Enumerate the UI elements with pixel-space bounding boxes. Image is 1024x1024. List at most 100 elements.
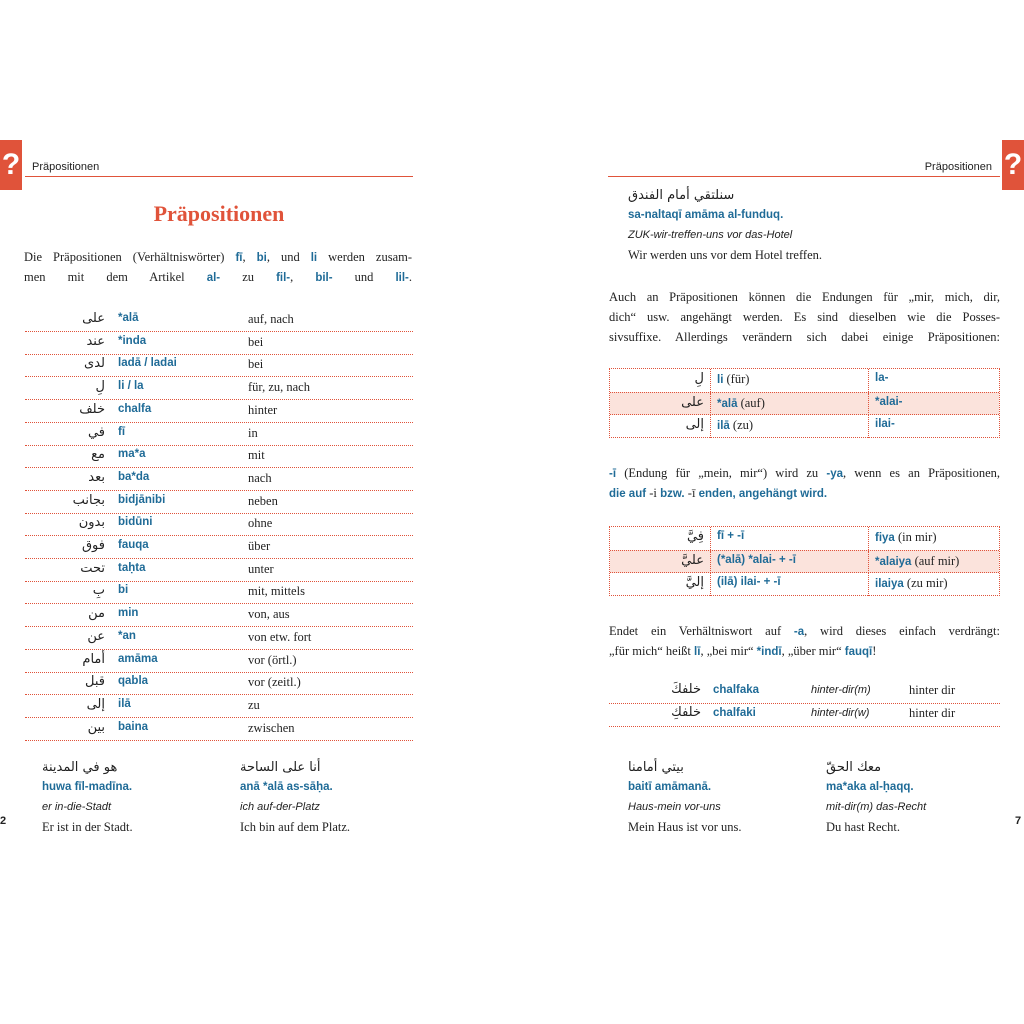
text-segment: .: [408, 270, 413, 284]
gloss: hinter-dir(m): [811, 684, 871, 696]
arabic: إليَّ: [685, 575, 704, 591]
arabic: مع: [91, 447, 105, 463]
cell-part: *alaiya: [875, 555, 912, 568]
german: über: [248, 539, 271, 553]
cell-part: (in mir): [894, 530, 937, 544]
translit: fī: [118, 425, 126, 438]
cell-part: fiya: [875, 532, 895, 544]
table: لِ li (für) la- على *alā (auf) *alai- إلى ilā (…: [609, 368, 1000, 439]
col-sep: [710, 369, 711, 392]
translit: sa-naltaqī amāma al-funduq.: [628, 209, 784, 221]
translit: chalfaka: [713, 684, 760, 696]
translit: chalfaki: [713, 707, 756, 719]
text-segment: ,: [290, 270, 316, 284]
arabic: فوق: [81, 538, 105, 553]
arabic: على: [681, 394, 704, 410]
table-row: خلفكَ chalfaka hinter-dir(m) hinter dir: [609, 681, 1000, 704]
arabic: أمام: [82, 651, 105, 667]
cell-part: *alā: [717, 397, 738, 410]
cell: *alā (auf): [717, 396, 765, 411]
translit: taḥta: [118, 561, 146, 574]
table-row: خلف chalfa hinter: [25, 400, 413, 423]
text-line: Die Präpositionen (Verhältniswörter) fī,…: [24, 250, 412, 265]
arabic: تحت: [80, 560, 105, 576]
text-segment: men mit dem Artikel: [24, 270, 207, 284]
text-segment: lil-: [395, 272, 409, 284]
table-row: على *alā auf, nach: [25, 309, 413, 332]
translation: Er ist in der Stadt.: [42, 820, 133, 834]
text-line: die auf -i bzw. -ī enden, angehängt wird…: [609, 486, 827, 501]
arabic: سنلتقي أمام الفندق: [628, 188, 735, 203]
text-segment: die auf: [609, 488, 650, 500]
text-segment: bi: [256, 252, 267, 264]
table-row: على *alā (auf) *alai-: [610, 391, 999, 416]
text-segment: -a: [793, 626, 805, 638]
table-row: إلى ilā zu: [25, 695, 413, 718]
col-sep: [868, 392, 869, 416]
text-segment: li: [310, 252, 318, 264]
text-segment: fil-: [276, 272, 291, 284]
col-sep: [710, 415, 711, 439]
table-row: عند *inda bei: [25, 332, 413, 355]
arabic: معك الحقّ: [826, 760, 882, 775]
text-segment: , „über mir“: [781, 644, 845, 658]
arabic: إلى: [685, 417, 704, 433]
arabic: بدون: [78, 515, 105, 531]
text-segment: fī: [235, 252, 243, 264]
col-sep: [868, 573, 869, 597]
arabic: لدى: [84, 356, 105, 372]
text-segment: lī: [694, 646, 701, 658]
text-line: men mit dem Artikel al- zu fil-, bil- un…: [24, 270, 412, 285]
translit: ma*aka al-ḥaqq.: [826, 781, 914, 793]
cell: fiya (in mir): [875, 530, 937, 545]
german: vor (örtl.): [248, 652, 297, 667]
german: zu: [248, 697, 260, 712]
text-line: Auch an Präpositionen können die Endunge…: [609, 290, 1000, 304]
table-row: بين baina zwischen: [25, 718, 413, 741]
header: Präpositionen: [924, 161, 992, 173]
text-segment: , „bei mir“: [700, 644, 757, 658]
translit: bidjānibi: [118, 493, 166, 506]
cell-part: (zu): [729, 418, 754, 433]
arabic: من: [88, 606, 105, 622]
col-sep: [868, 550, 869, 574]
gloss: ich auf-der-Platz: [240, 801, 320, 813]
cell: (*alā) *alai- + -ī: [717, 553, 796, 566]
arabic: عليَّ: [681, 552, 704, 568]
german: zwischen: [248, 720, 295, 735]
arabic: بيتي أمامنا: [628, 760, 684, 775]
arabic: إلى: [86, 696, 105, 712]
table-row: بجانب bidjānibi neben: [25, 491, 413, 514]
arabic: خلفكِ: [671, 705, 701, 720]
arabic: في: [87, 424, 105, 440]
german: für, zu, nach: [248, 380, 310, 395]
translit: huwa fīl-madīna.: [42, 781, 133, 793]
table-row: خلفكِ chalfaki hinter-dir(w) hinter dir: [609, 704, 1000, 727]
german: mit: [248, 448, 265, 463]
gloss: ZUK-wir-treffen-uns vor das-Hotel: [628, 229, 793, 241]
col-sep: [868, 369, 869, 392]
cell: li (für): [717, 372, 749, 387]
text-segment: , wird dieses einfach verdrängt:: [804, 624, 1001, 638]
arabic: قبل: [85, 674, 105, 690]
german: mit, mittels: [248, 584, 305, 599]
gloss: er in-die-Stadt: [42, 801, 112, 813]
arabic: عن: [87, 628, 105, 644]
german: unter: [248, 561, 274, 576]
german: vor (zeitl.): [248, 675, 301, 690]
arabic: بِ: [92, 583, 105, 599]
arabic: عند: [86, 333, 105, 349]
tab-right: ?: [1002, 140, 1024, 190]
tab-left: ?: [0, 140, 22, 190]
arabic: خلفكَ: [671, 682, 701, 697]
gloss: hinter-dir(w): [811, 707, 870, 719]
cell: ilai-: [875, 418, 895, 431]
text-segment: , wenn es an Präpositionen,: [843, 466, 1001, 480]
col-sep: [710, 550, 711, 574]
cell-part: ilā: [717, 420, 730, 433]
translit: amāma: [118, 652, 158, 665]
text-segment: fauqī: [844, 646, 873, 658]
text-segment: -ī: [609, 468, 617, 480]
page-number: 7: [1015, 815, 1022, 827]
table-row: بِ bi mit, mittels: [25, 581, 413, 605]
